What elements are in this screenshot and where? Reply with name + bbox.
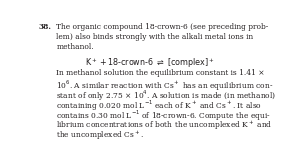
Text: 38.: 38. [38, 23, 51, 31]
Text: $\mathrm{K^+ + 18\text{-}crown\text{-}6}$ $\rightleftharpoons$ $\mathrm{[complex: $\mathrm{K^+ + 18\text{-}crown\text{-}6}… [85, 56, 215, 70]
Text: The organic compound 18-crown-6 (see preceding prob-: The organic compound 18-crown-6 (see pre… [56, 23, 269, 31]
Text: stant of only 2.75 × 10$^4$. A solution is made (in methanol): stant of only 2.75 × 10$^4$. A solution … [56, 89, 277, 103]
Text: contains 0.30 mol L$^{-1}$ of 18-crown-6. Compute the equi-: contains 0.30 mol L$^{-1}$ of 18-crown-6… [56, 109, 271, 123]
Text: containing 0.020 mol L$^{-1}$ each of K$^+$ and Cs$^+$. It also: containing 0.020 mol L$^{-1}$ each of K$… [56, 99, 263, 113]
Text: lem) also binds strongly with the alkali metal ions in: lem) also binds strongly with the alkali… [56, 33, 253, 41]
Text: librium concentrations of both the uncomplexed K$^+$ and: librium concentrations of both the uncom… [56, 119, 273, 132]
Text: In methanol solution the equilibrium constant is 1.41 ×: In methanol solution the equilibrium con… [56, 69, 265, 76]
Text: the uncomplexed Cs$^+$.: the uncomplexed Cs$^+$. [56, 129, 144, 142]
Text: methanol.: methanol. [56, 43, 94, 52]
Text: 10$^6$. A similar reaction with Cs$^+$ has an equilibrium con-: 10$^6$. A similar reaction with Cs$^+$ h… [56, 79, 274, 93]
